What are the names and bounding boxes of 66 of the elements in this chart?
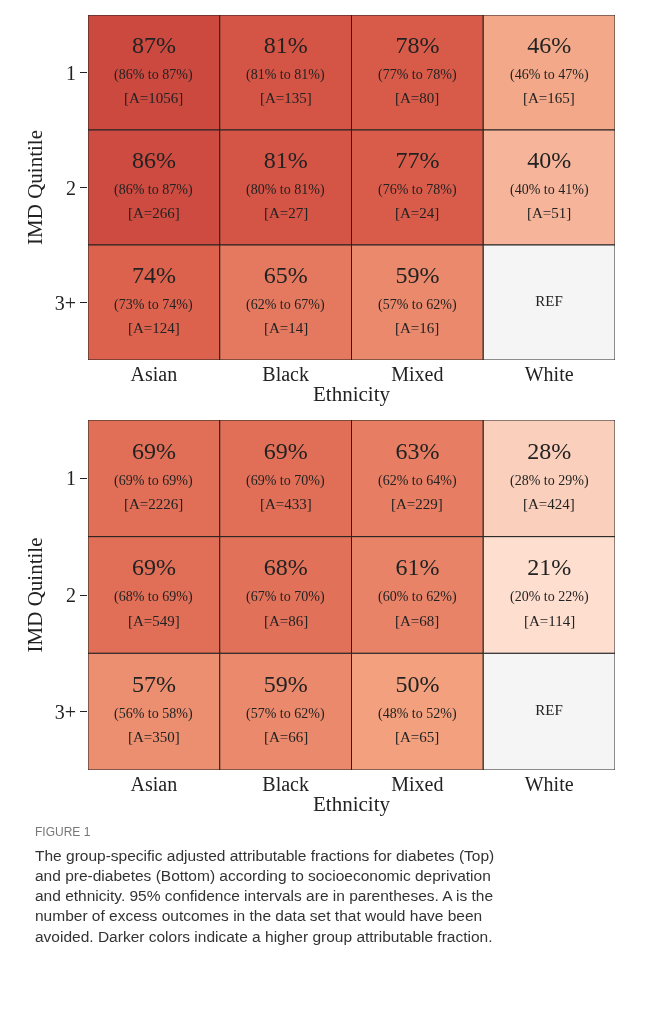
annotation: (80% to 81%) [A=27] — [246, 182, 325, 221]
annotation: (73% to 74%) [A=124] — [114, 297, 193, 336]
data-label: 28% — [527, 437, 572, 464]
annotation: (69% to 69%) [A=2226] — [114, 473, 193, 512]
annotation: (69% to 70%) [A=433] — [246, 473, 325, 512]
data-label: 87% — [131, 32, 176, 59]
annotation: (62% to 64%) [A=229] — [378, 473, 457, 512]
data-label: 65% — [263, 262, 308, 289]
x-tick-label: Black — [262, 363, 309, 385]
x-axis-title: Ethnicity — [313, 792, 391, 817]
data-label: 61% — [395, 554, 440, 581]
annotation: (56% to 58%) [A=350] — [114, 706, 193, 745]
data-label: 21% — [527, 554, 572, 581]
data-label: 77% — [395, 147, 440, 174]
y-tick-label: 3+ — [54, 291, 76, 314]
y-tick-label: 1 — [66, 61, 76, 84]
data-label: 69% — [131, 554, 176, 581]
y-tick-label: 2 — [66, 584, 76, 606]
data-label: 46% — [527, 32, 572, 59]
x-tick-label: Black — [262, 773, 309, 795]
annotation: (28% to 29%) [A=424] — [510, 473, 589, 512]
annotation: (60% to 62%) [A=68] — [378, 589, 457, 629]
y-tick-label: 3+ — [54, 700, 76, 723]
y-tick-label: 1 — [66, 467, 76, 490]
annotation: (57% to 62%) [A=16] — [378, 297, 457, 336]
caption: FIGURE 1 — [35, 825, 91, 839]
annotation: (20% to 22%) [A=114] — [510, 589, 589, 629]
annotation: (46% to 47%) [A=165] — [510, 67, 589, 106]
text: The group-specific adjusted attributable fractions for diabetes (Top) and pre-diabetes (Bottom) according to socioeconomic deprivation and ethnicity. 95% confidence intervals are in parentheses. A is the number of excess outcomes in the data set that would have been avoided. Darker colors indicate a higher group attributable fraction. — [35, 847, 495, 945]
data-label: 50% — [395, 671, 440, 697]
text: REF — [535, 293, 563, 310]
annotation: (86% to 87%) [A=1056] — [114, 67, 193, 106]
y-axis-title: IMD Quintile — [22, 130, 47, 245]
data-label: 40% — [527, 147, 572, 174]
annotation: (48% to 52%) [A=65] — [378, 706, 457, 745]
x-axis-title: Ethnicity — [313, 382, 391, 407]
data-label: 69% — [263, 437, 308, 464]
data-label: 68% — [263, 554, 308, 581]
data-label: 81% — [263, 147, 308, 174]
x-tick-label: Mixed — [391, 773, 444, 795]
annotation: (67% to 70%) [A=86] — [246, 589, 325, 629]
data-label: 59% — [395, 262, 440, 289]
y-axis-title: IMD Quintile — [22, 537, 47, 653]
data-label: 63% — [395, 437, 440, 464]
x-tick-label: White — [524, 773, 574, 795]
x-tick-label: Asian — [130, 363, 178, 385]
y-tick-label: 2 — [66, 176, 76, 199]
x-tick-label: White — [524, 363, 574, 385]
data-label: 57% — [131, 671, 176, 697]
annotation: (57% to 62%) [A=66] — [246, 706, 325, 745]
data-label: 69% — [131, 437, 176, 464]
data-label: 86% — [131, 147, 176, 174]
x-tick-label: Mixed — [391, 363, 444, 385]
text: REF — [535, 702, 563, 719]
annotation: (40% to 41%) [A=51] — [510, 182, 589, 221]
annotation: (76% to 78%) [A=24] — [378, 182, 457, 221]
annotation: (77% to 78%) [A=80] — [378, 67, 457, 106]
data-label: 59% — [263, 671, 308, 697]
annotation: (81% to 81%) [A=135] — [246, 67, 325, 106]
annotation: (86% to 87%) [A=266] — [114, 182, 193, 221]
annotation: (62% to 67%) [A=14] — [246, 297, 325, 336]
annotation: (68% to 69%) [A=549] — [114, 589, 193, 629]
x-tick-label: Asian — [130, 773, 178, 795]
data-label: 78% — [395, 32, 440, 59]
data-label: 74% — [131, 262, 176, 289]
data-label: 81% — [263, 32, 308, 59]
